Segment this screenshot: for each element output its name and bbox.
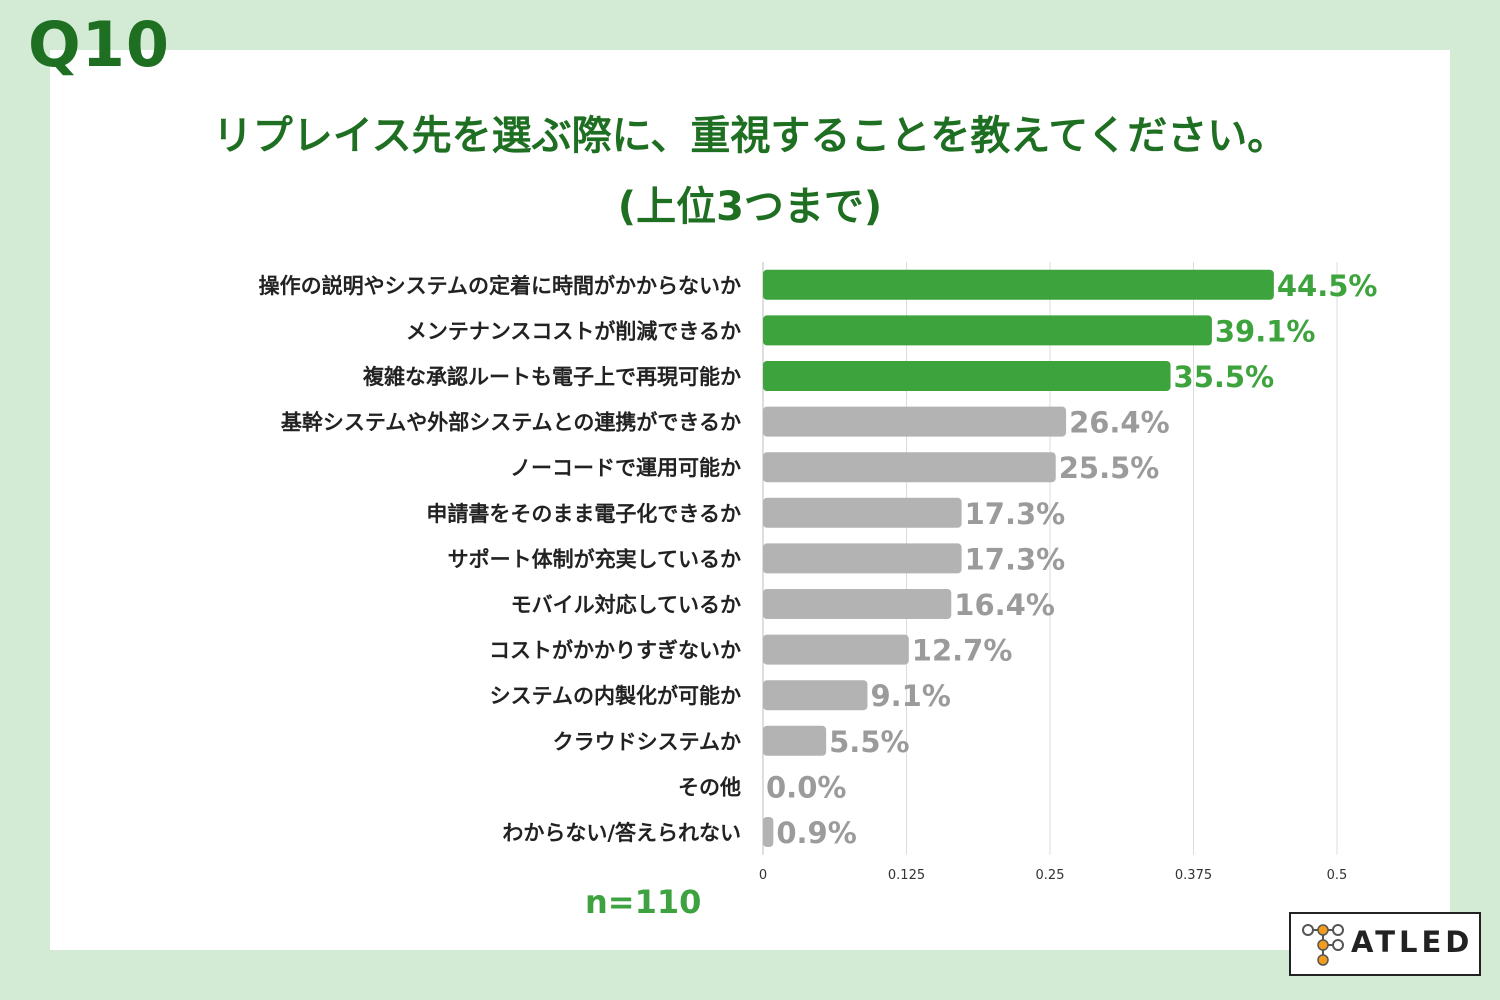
x-tick-label: 0.375 bbox=[1175, 868, 1212, 883]
value-label: 16.4% bbox=[954, 588, 1055, 622]
chart-subtitle: (上位3つまで) bbox=[617, 184, 883, 230]
value-label: 44.5% bbox=[1277, 269, 1378, 303]
x-tick-label: 0 bbox=[759, 868, 767, 883]
bar bbox=[763, 680, 868, 711]
bar bbox=[763, 361, 1171, 391]
atled-logo: ATLED bbox=[1289, 912, 1481, 976]
category-label: 複雑な承認ルートも電子上で再現可能か bbox=[362, 365, 741, 389]
value-label: 17.3% bbox=[965, 497, 1066, 531]
category-label: サポート体制が充実しているか bbox=[448, 547, 741, 571]
value-label: 0.0% bbox=[766, 770, 846, 804]
question-number: Q10 bbox=[28, 8, 170, 81]
category-label: クラウドシステムか bbox=[553, 730, 741, 754]
category-label: ノーコードで運用可能か bbox=[510, 456, 741, 480]
category-label: コストがかかりすぎないか bbox=[489, 639, 741, 663]
bar bbox=[763, 634, 909, 665]
atled-logo-text: ATLED bbox=[1351, 925, 1474, 959]
bar bbox=[763, 589, 952, 619]
category-label: 基幹システムや外部システムとの連携ができるか bbox=[281, 411, 741, 435]
bar bbox=[763, 452, 1056, 483]
bar bbox=[763, 269, 1274, 300]
atled-logo-icon bbox=[1302, 924, 1344, 966]
value-label: 35.5% bbox=[1174, 360, 1275, 394]
value-label: 12.7% bbox=[912, 634, 1013, 668]
category-label: モバイル対応しているか bbox=[511, 593, 741, 617]
bar bbox=[763, 497, 962, 528]
category-label: その他 bbox=[678, 775, 741, 799]
value-label: 9.1% bbox=[870, 679, 950, 713]
value-label: 39.1% bbox=[1215, 314, 1316, 348]
value-label: 0.9% bbox=[776, 816, 856, 850]
bar bbox=[763, 817, 774, 847]
x-tick-label: 0.125 bbox=[888, 868, 925, 883]
x-tick-label: 0.25 bbox=[1036, 868, 1065, 883]
value-label: 25.5% bbox=[1059, 451, 1160, 485]
chart-panel bbox=[50, 50, 1450, 950]
bar bbox=[763, 725, 827, 756]
value-label: 26.4% bbox=[1069, 406, 1170, 440]
bar bbox=[763, 543, 962, 574]
category-label: 申請書をそのまま電子化できるか bbox=[426, 502, 741, 526]
value-label: 5.5% bbox=[829, 725, 909, 759]
category-label: メンテナンスコストが削減できるか bbox=[406, 319, 741, 343]
bar bbox=[763, 315, 1212, 346]
category-label: システムの内製化が可能か bbox=[490, 684, 741, 708]
category-label: 操作の説明やシステムの定着に時間がかからないか bbox=[259, 274, 741, 298]
category-label: わからない/答えられない bbox=[502, 821, 741, 845]
x-tick-label: 0.5 bbox=[1327, 868, 1348, 883]
chart-title: リプレイス先を選ぶ際に、重視することを教えてください。 bbox=[212, 113, 1288, 159]
value-label: 17.3% bbox=[965, 542, 1066, 576]
bar bbox=[763, 406, 1067, 437]
sample-size: n=110 bbox=[585, 883, 702, 921]
